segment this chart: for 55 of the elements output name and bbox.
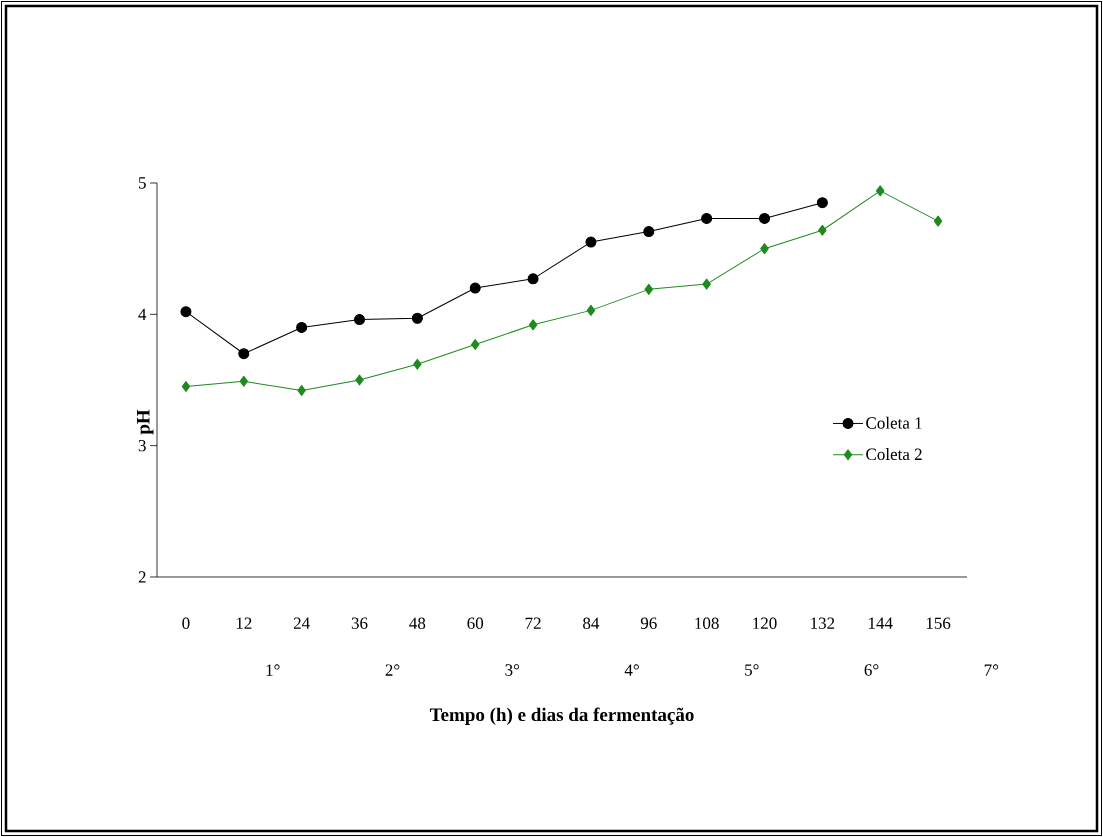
x-tick-label: 24 (293, 617, 310, 629)
point (643, 226, 655, 238)
legend-label: Coleta 2 (866, 448, 922, 461)
x-tick-label: 120 (753, 617, 777, 629)
text: 5° (745, 664, 759, 676)
point (586, 304, 596, 316)
point (816, 197, 828, 209)
point (470, 339, 480, 351)
point (875, 185, 885, 197)
point (527, 273, 539, 285)
point (297, 385, 306, 396)
point (413, 358, 422, 370)
point (644, 283, 654, 295)
point (411, 312, 423, 324)
legend-label: Coleta 1 (866, 416, 922, 429)
x-tick-label: 0 (182, 617, 190, 629)
point (701, 212, 713, 224)
point (296, 321, 308, 333)
text: 1° (266, 664, 280, 676)
text: 2° (385, 664, 400, 676)
x-tick-label: 144 (868, 617, 893, 629)
point (354, 314, 366, 326)
x-axis-title: Tempo (h) e dias da fermentação (429, 707, 694, 725)
point (585, 236, 597, 248)
point (355, 374, 364, 386)
point (760, 243, 769, 255)
point (239, 375, 249, 387)
point (528, 319, 538, 331)
text: 4° (624, 664, 639, 676)
point (759, 212, 770, 224)
x-tick-label: 132 (811, 617, 835, 629)
point (180, 306, 192, 318)
x-tick-label: 72 (525, 617, 541, 629)
point (702, 278, 711, 290)
point (469, 282, 481, 294)
x-tick-label: 96 (640, 617, 657, 629)
text: 3° (505, 664, 520, 676)
x-tick-label: 60 (467, 617, 484, 629)
point (933, 215, 943, 227)
y-tick-label: 2 (138, 571, 146, 583)
point (818, 224, 827, 236)
x-tick-label: 84 (583, 617, 600, 629)
text: 6° (864, 664, 879, 676)
x-tick-label: 12 (236, 617, 252, 629)
point (181, 381, 191, 393)
x-tick-label: 156 (926, 617, 951, 629)
text: 7° (984, 664, 999, 676)
y-tick-label: 3 (138, 439, 146, 452)
point (238, 348, 250, 360)
y-tick-label: 4 (138, 308, 147, 320)
x-tick-label: 36 (351, 617, 368, 629)
x-tick-label: 108 (695, 617, 719, 629)
x-tick-label: 48 (409, 617, 426, 629)
y-axis-title: pH (136, 409, 154, 435)
y-tick-label: 5 (138, 177, 146, 189)
